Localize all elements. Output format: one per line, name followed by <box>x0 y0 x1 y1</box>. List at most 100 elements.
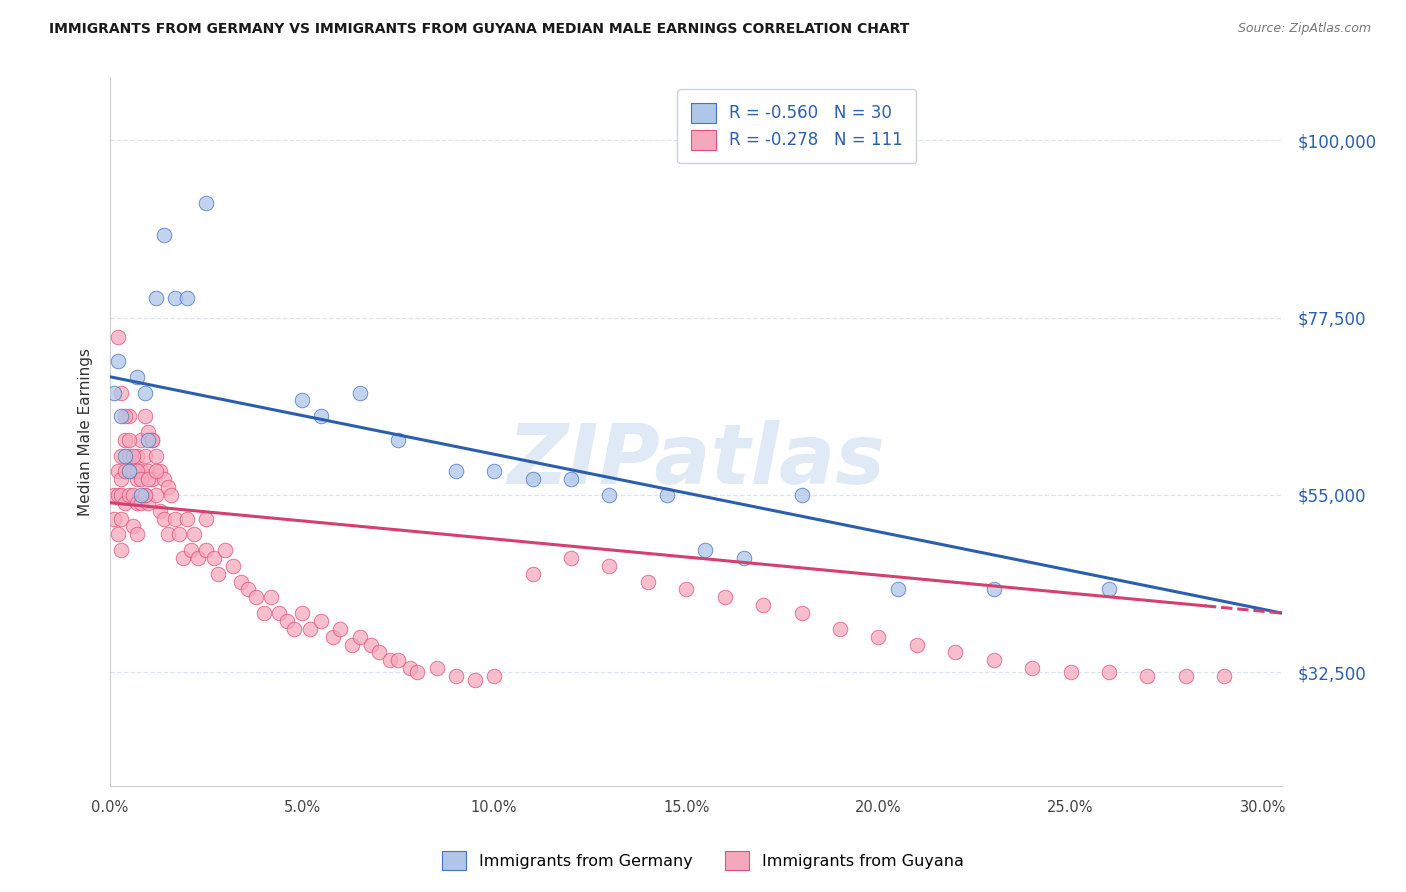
Point <box>360 638 382 652</box>
Point <box>291 393 314 408</box>
Point <box>156 527 179 541</box>
Point <box>149 464 172 478</box>
Point <box>195 543 218 558</box>
Point <box>110 449 132 463</box>
Point <box>134 449 156 463</box>
Point <box>134 488 156 502</box>
Point <box>214 543 236 558</box>
Point <box>245 591 267 605</box>
Point <box>114 433 136 447</box>
Point <box>103 511 125 525</box>
Point <box>145 449 167 463</box>
Point <box>387 653 409 667</box>
Point <box>675 582 697 597</box>
Point <box>118 488 141 502</box>
Point <box>118 464 141 478</box>
Point <box>125 472 148 486</box>
Point <box>125 464 148 478</box>
Point <box>983 582 1005 597</box>
Point <box>733 550 755 565</box>
Point <box>406 665 429 680</box>
Point <box>522 566 544 581</box>
Point <box>122 449 145 463</box>
Point <box>1098 582 1121 597</box>
Point <box>329 622 352 636</box>
Point <box>129 433 152 447</box>
Point <box>868 630 890 644</box>
Point <box>425 661 447 675</box>
Point <box>195 196 218 211</box>
Point <box>118 433 141 447</box>
Point <box>886 582 908 597</box>
Point <box>145 291 167 305</box>
Point <box>165 291 187 305</box>
Point <box>655 488 678 502</box>
Point <box>444 464 467 478</box>
Point <box>110 409 132 424</box>
Point <box>114 464 136 478</box>
Point <box>138 472 160 486</box>
Point <box>125 496 148 510</box>
Point <box>983 653 1005 667</box>
Point <box>1136 669 1159 683</box>
Point <box>129 496 152 510</box>
Point <box>828 622 851 636</box>
Y-axis label: Median Male Earnings: Median Male Earnings <box>79 348 93 516</box>
Point <box>114 496 136 510</box>
Point <box>387 433 409 447</box>
Point <box>141 433 163 447</box>
Point <box>340 638 363 652</box>
Point <box>309 614 332 628</box>
Point <box>267 606 290 620</box>
Point <box>522 472 544 486</box>
Point <box>176 511 198 525</box>
Point <box>129 488 152 502</box>
Point <box>202 550 225 565</box>
Point <box>482 669 505 683</box>
Text: ZIPatlas: ZIPatlas <box>508 420 884 500</box>
Point <box>713 591 735 605</box>
Point <box>107 354 129 368</box>
Point <box>695 543 717 558</box>
Text: IMMIGRANTS FROM GERMANY VS IMMIGRANTS FROM GUYANA MEDIAN MALE EARNINGS CORRELATI: IMMIGRANTS FROM GERMANY VS IMMIGRANTS FR… <box>49 22 910 37</box>
Point <box>260 591 283 605</box>
Point <box>637 574 659 589</box>
Point <box>752 598 775 612</box>
Point <box>560 550 582 565</box>
Point <box>107 488 129 502</box>
Text: Source: ZipAtlas.com: Source: ZipAtlas.com <box>1237 22 1371 36</box>
Point <box>125 449 148 463</box>
Point <box>118 409 141 424</box>
Legend: R = -0.560   N = 30, R = -0.278   N = 111: R = -0.560 N = 30, R = -0.278 N = 111 <box>678 89 917 163</box>
Point <box>790 488 813 502</box>
Point <box>253 606 276 620</box>
Point <box>349 385 371 400</box>
Point <box>309 409 332 424</box>
Point <box>367 645 389 659</box>
Point <box>103 488 125 502</box>
Legend: Immigrants from Germany, Immigrants from Guyana: Immigrants from Germany, Immigrants from… <box>436 845 970 877</box>
Point <box>298 622 321 636</box>
Point <box>138 464 160 478</box>
Point <box>122 464 145 478</box>
Point <box>349 630 371 644</box>
Point <box>283 622 305 636</box>
Point <box>114 409 136 424</box>
Point <box>172 550 194 565</box>
Point <box>129 472 152 486</box>
Point <box>118 449 141 463</box>
Point <box>180 543 202 558</box>
Point <box>138 433 160 447</box>
Point <box>103 385 125 400</box>
Point <box>114 449 136 463</box>
Point <box>482 464 505 478</box>
Point <box>167 527 190 541</box>
Point <box>110 385 132 400</box>
Point <box>238 582 260 597</box>
Point <box>141 472 163 486</box>
Point <box>122 488 145 502</box>
Point <box>149 504 172 518</box>
Point <box>291 606 314 620</box>
Point <box>1059 665 1081 680</box>
Point <box>138 425 160 439</box>
